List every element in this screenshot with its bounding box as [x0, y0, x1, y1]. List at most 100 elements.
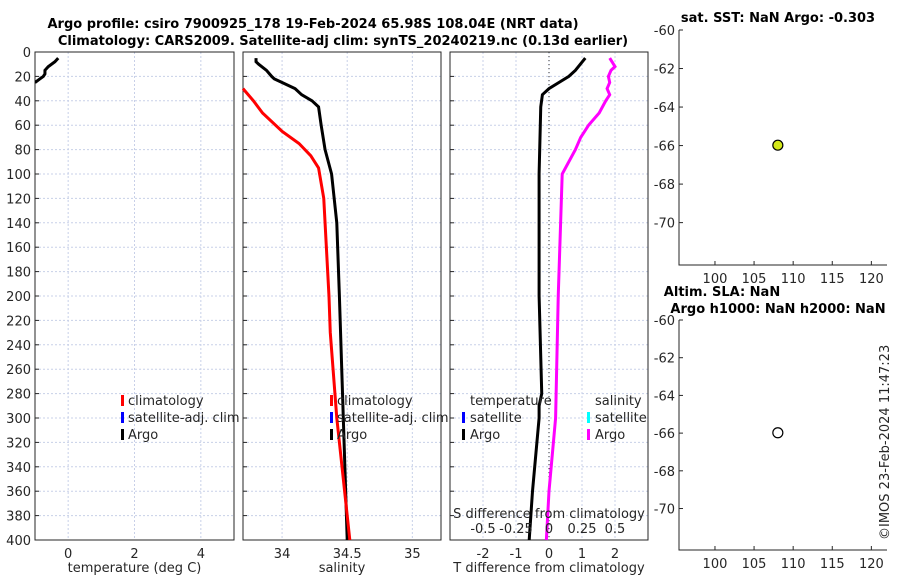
lat-tick-label: -66	[654, 427, 675, 442]
lon-tick-label: 120	[859, 272, 884, 287]
y-tick-label: 200	[6, 290, 31, 305]
y-tick-label: 260	[6, 363, 31, 378]
y-tick-label: 140	[6, 217, 31, 232]
lon-tick-label: 115	[820, 272, 845, 287]
salinity-axes	[242, 51, 442, 541]
s-diff-tick-label: 0	[545, 522, 553, 537]
salinity-argo-line	[254, 58, 349, 541]
legend-item: Argo	[595, 428, 625, 443]
x-tick-label: 2	[130, 547, 138, 562]
x-tick-label: 0	[545, 547, 553, 562]
argo-position-marker	[772, 139, 784, 151]
y-tick-label: 220	[6, 314, 31, 329]
legend-item: Argo	[128, 428, 158, 443]
legend-title-temperature: temperature	[470, 394, 552, 409]
sst-map-title: sat. SST: NaN Argo: -0.303	[681, 11, 875, 26]
s-diff-tick-label: -0.5	[470, 522, 495, 537]
y-tick-label: 100	[6, 168, 31, 183]
legend-swatch	[587, 429, 590, 440]
x-tick-label: 0	[64, 547, 72, 562]
lon-tick-label: 110	[781, 272, 806, 287]
x-tick-label: 34	[274, 547, 291, 562]
lon-tick-label: 100	[703, 272, 728, 287]
axes-box	[34, 51, 235, 541]
legend-swatch	[330, 429, 333, 440]
s-diff-tick-label: 0.5	[605, 522, 626, 537]
lon-tick-label: 100	[703, 557, 728, 572]
y-tick-label: 0	[23, 46, 31, 61]
t-diff-argo-line	[527, 57, 587, 541]
axes-box	[242, 51, 442, 541]
y-tick-label: 320	[6, 436, 31, 451]
y-tick-label: 180	[6, 266, 31, 281]
lat-tick-label: -62	[654, 352, 675, 367]
sla-map-title2: Argo h1000: NaN h2000: NaN	[670, 302, 885, 317]
x-tick-label: -1	[510, 547, 523, 562]
temperature-argo-line	[35, 57, 60, 84]
legend-title-salinity: salinity	[595, 394, 642, 409]
lat-tick-label: -60	[654, 314, 675, 329]
s-diff-tick-label: -0.25	[499, 522, 533, 537]
y-tick-label: 300	[6, 412, 31, 427]
lat-tick-label: -64	[654, 101, 675, 116]
map-axes	[678, 320, 887, 551]
legend-swatch	[330, 412, 333, 423]
x-tick-label: -2	[477, 547, 490, 562]
lat-tick-label: -68	[654, 178, 675, 193]
salinity-climatology-line	[241, 87, 352, 541]
x-tick-label: 2	[611, 547, 619, 562]
legend-item: satellite-adj. clim	[337, 411, 449, 426]
y-tick-label: 160	[6, 241, 31, 256]
lat-tick-label: -62	[654, 63, 675, 78]
legend-item: Argo	[337, 428, 367, 443]
y-tick-label: 80	[14, 144, 31, 159]
y-tick-label: 20	[14, 70, 31, 85]
legend-swatch	[121, 395, 124, 406]
x-tick-label: 34.5	[333, 547, 362, 562]
legend-item: climatology	[128, 394, 204, 409]
legend-swatch	[462, 429, 465, 440]
y-tick-label: 280	[6, 388, 31, 403]
lat-tick-label: -68	[654, 465, 675, 480]
y-tick-label: 240	[6, 339, 31, 354]
s-diff-argo-line	[544, 57, 617, 541]
y-tick-label: 40	[14, 95, 31, 110]
title-line2: Climatology: CARS2009. Satellite-adj cli…	[58, 34, 628, 49]
x-axis-label: T difference from climatology	[452, 561, 645, 576]
legend-item: Argo	[470, 428, 500, 443]
temperature-axes	[34, 51, 235, 541]
lat-tick-label: -70	[654, 217, 675, 232]
x-axis-label: salinity	[319, 561, 366, 576]
lon-tick-label: 115	[820, 557, 845, 572]
legend-swatch	[587, 412, 590, 423]
copyright: ©IMOS 23-Feb-2024 11:47:23	[878, 345, 893, 540]
s-diff-axis-label: S difference from climatology	[453, 507, 645, 522]
y-tick-label: 360	[6, 485, 31, 500]
s-diff-tick-label: 0.25	[568, 522, 597, 537]
x-tick-label: 1	[578, 547, 586, 562]
x-tick-label: 4	[197, 547, 205, 562]
y-tick-label: 60	[14, 119, 31, 134]
lon-tick-label: 105	[742, 557, 767, 572]
y-tick-label: 380	[6, 510, 31, 525]
lon-tick-label: 120	[859, 557, 884, 572]
map-axes	[678, 30, 887, 266]
y-tick-label: 340	[6, 461, 31, 476]
legend-item: satellite	[470, 411, 522, 426]
legend-item: satellite-adj. clim	[128, 411, 240, 426]
y-tick-label: 400	[6, 534, 31, 549]
legend-swatch	[121, 429, 124, 440]
x-axis-label: temperature (deg C)	[68, 561, 202, 576]
title-line1: Argo profile: csiro 7900925_178 19-Feb-2…	[47, 17, 578, 32]
legend-item: climatology	[337, 394, 413, 409]
lat-tick-label: -70	[654, 503, 675, 518]
lon-tick-label: 105	[742, 272, 767, 287]
x-tick-label: 35	[404, 547, 421, 562]
argo-position-marker	[772, 427, 784, 439]
legend-swatch	[330, 395, 333, 406]
y-tick-label: 120	[6, 192, 31, 207]
legend-item: satellite	[595, 411, 647, 426]
legend-swatch	[121, 412, 124, 423]
